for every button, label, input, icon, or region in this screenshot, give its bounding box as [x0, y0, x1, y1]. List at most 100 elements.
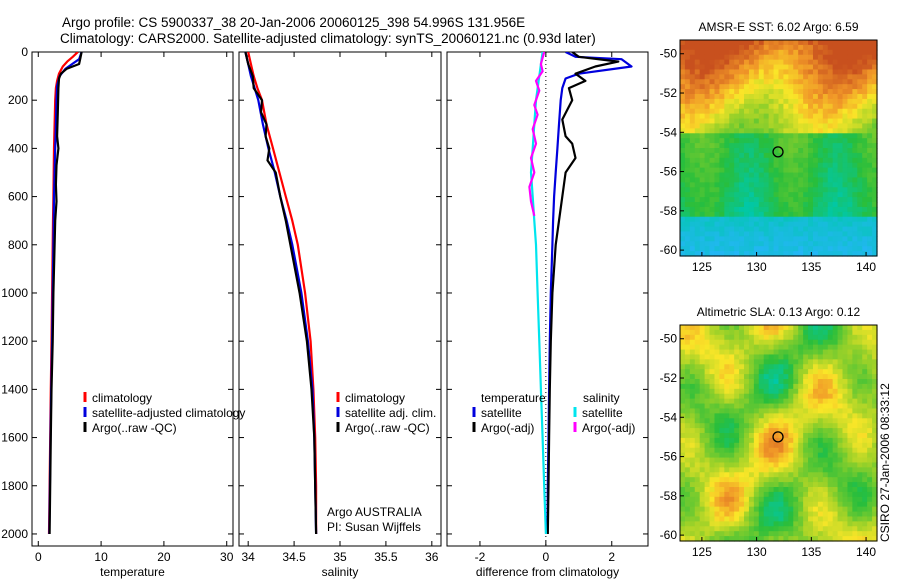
- heatmap-cell: [788, 452, 794, 459]
- heatmap-cell: [822, 74, 829, 80]
- x-tick-label: 125: [692, 260, 712, 274]
- heatmap-cell: [704, 467, 711, 473]
- heatmap-cell: [709, 325, 716, 331]
- heatmap-cell: [862, 496, 868, 503]
- heatmap-cell: [719, 133, 725, 139]
- heatmap-cell: [734, 325, 740, 331]
- heatmap-cell: [748, 359, 755, 365]
- heatmap-cell: [748, 251, 755, 257]
- heatmap-cell: [724, 69, 730, 75]
- heatmap-cell: [719, 516, 725, 522]
- heatmap-cell: [773, 54, 780, 61]
- heatmap-cell: [822, 123, 829, 129]
- heatmap-cell: [872, 221, 878, 228]
- heatmap-cell: [689, 241, 696, 247]
- heatmap-cell: [748, 182, 755, 188]
- heatmap-cell: [832, 496, 839, 503]
- heatmap-cell: [739, 118, 745, 125]
- heatmap-cell: [768, 428, 775, 434]
- heatmap-cell: [689, 128, 696, 134]
- heatmap-cell: [699, 349, 706, 356]
- heatmap-cell: [832, 487, 839, 493]
- heatmap-cell: [803, 477, 809, 483]
- heatmap-cell: [684, 442, 691, 449]
- heatmap-cell: [803, 251, 809, 257]
- heatmap-cell: [827, 325, 834, 331]
- heatmap-cell: [872, 374, 878, 380]
- heatmap-cell: [719, 359, 725, 365]
- heatmap-cell: [744, 187, 750, 193]
- heatmap-cell: [857, 462, 863, 468]
- heatmap-cell: [763, 246, 770, 252]
- heatmap-cell: [822, 84, 829, 90]
- heatmap-cell: [689, 536, 696, 542]
- heatmap-cell: [729, 359, 735, 365]
- heatmap-cell: [773, 374, 780, 380]
- heatmap-cell: [822, 364, 829, 370]
- heatmap-cell: [798, 349, 804, 356]
- heatmap-cell: [832, 206, 839, 213]
- heatmap-cell: [753, 388, 760, 395]
- heatmap-cell: [758, 496, 765, 503]
- heatmap-cell: [842, 44, 849, 51]
- heatmap-cell: [822, 241, 829, 247]
- heatmap-cell: [778, 89, 785, 95]
- heatmap-cell: [788, 379, 794, 385]
- heatmap-cell: [753, 447, 760, 454]
- heatmap-cell: [680, 531, 686, 537]
- heatmap-cell: [680, 388, 686, 395]
- heatmap-cell: [684, 516, 691, 522]
- heatmap-cell: [822, 167, 829, 174]
- heatmap-cell: [832, 123, 839, 129]
- heatmap-cell: [788, 359, 794, 365]
- heatmap-cell: [837, 374, 844, 380]
- heatmap-cell: [734, 187, 740, 193]
- heatmap-cell: [808, 49, 814, 56]
- heatmap-cell: [694, 344, 701, 351]
- heatmap-cell: [714, 236, 720, 242]
- heatmap-cell: [714, 251, 720, 257]
- heatmap-cell: [719, 157, 725, 164]
- heatmap-cell: [768, 216, 775, 223]
- heatmap-cell: [763, 369, 770, 375]
- x-tick-label: 35.5: [374, 550, 398, 564]
- heatmap-cell: [778, 462, 785, 468]
- heatmap-cell: [778, 418, 785, 424]
- heatmap-cell: [857, 526, 863, 532]
- heatmap-cell: [867, 325, 873, 331]
- heatmap-cell: [798, 491, 804, 498]
- heatmap-cell: [778, 138, 785, 144]
- heatmap-cell: [827, 98, 834, 105]
- heatmap-cell: [817, 349, 824, 356]
- heatmap-cell: [847, 221, 853, 228]
- heatmap-cell: [793, 69, 799, 75]
- heatmap-cell: [798, 98, 804, 105]
- heatmap-cell: [704, 383, 711, 390]
- heatmap-cell: [768, 226, 775, 233]
- heatmap-cell: [719, 364, 725, 370]
- heatmap-cell: [832, 162, 839, 169]
- heatmap-cell: [734, 182, 740, 188]
- heatmap-cell: [788, 64, 794, 71]
- heatmap-cell: [748, 133, 755, 139]
- heatmap-cell: [812, 74, 819, 80]
- heatmap-cell: [867, 192, 873, 198]
- heatmap-cell: [778, 393, 785, 400]
- heatmap-cell: [857, 59, 863, 66]
- heatmap-cell: [704, 246, 711, 252]
- heatmap-cell: [847, 413, 853, 419]
- heatmap-cell: [744, 433, 750, 439]
- heatmap-cell: [857, 98, 863, 105]
- heatmap-cell: [709, 226, 716, 233]
- heatmap-cell: [798, 211, 804, 218]
- heatmap-cell: [872, 482, 878, 488]
- heatmap-cell: [817, 457, 824, 464]
- heatmap-cell: [773, 457, 780, 464]
- heatmap-cell: [694, 487, 701, 493]
- x-tick-label: 0: [543, 550, 550, 564]
- heatmap-cell: [847, 383, 853, 390]
- heatmap-cell: [857, 339, 863, 346]
- heatmap-cell: [847, 496, 853, 503]
- heatmap-cell: [753, 89, 760, 95]
- heatmap-cell: [793, 148, 799, 154]
